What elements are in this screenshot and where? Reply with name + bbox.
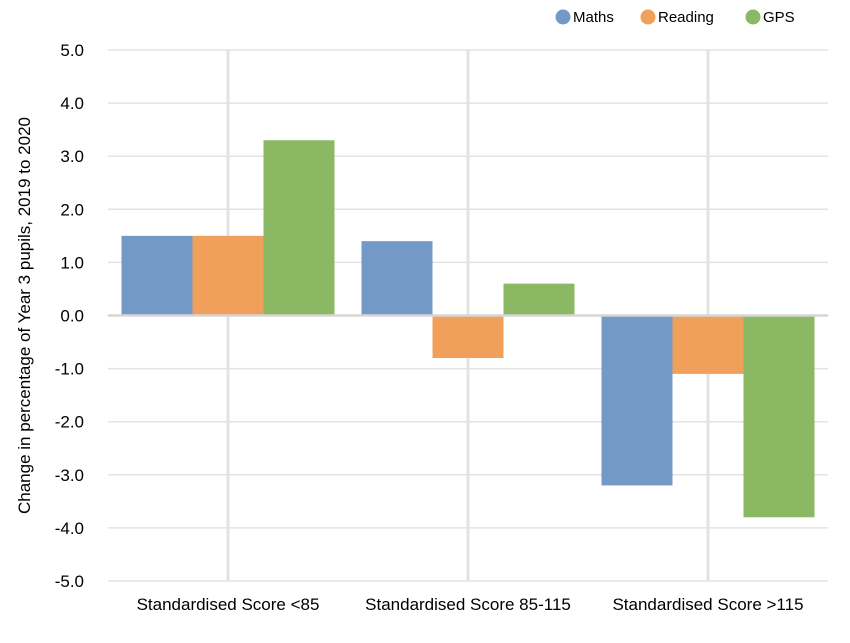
y-tick-label: 0.0 <box>60 307 84 326</box>
y-tick-label: 1.0 <box>60 253 84 272</box>
x-axis-category-labels: Standardised Score <85 Standardised Score… <box>137 595 804 614</box>
x-category-label: Standardised Score >115 <box>612 595 803 614</box>
x-category-label: Standardised Score 85-115 <box>365 595 571 614</box>
y-tick-label: -5.0 <box>55 572 84 591</box>
x-category-label: Standardised Score <85 <box>137 595 320 614</box>
y-axis-title: Change in percentage of Year 3 pupils, 2… <box>15 117 34 514</box>
y-tick-label: 2.0 <box>60 200 84 219</box>
y-tick-label: -4.0 <box>55 519 84 538</box>
bar-maths-1 <box>121 235 193 316</box>
bar-reading-1 <box>192 235 264 316</box>
legend-label-maths: Maths <box>573 9 614 26</box>
y-tick-label: 5.0 <box>60 41 84 60</box>
bar-reading-2 <box>432 315 504 358</box>
legend-label-reading: Reading <box>658 9 714 26</box>
y-tick-label: 4.0 <box>60 94 84 113</box>
bar-gps-2 <box>503 283 575 316</box>
bar-maths-3 <box>601 315 673 486</box>
legend: Maths Reading GPS <box>555 9 795 26</box>
y-tick-label: -2.0 <box>55 413 84 432</box>
y-tick-label: 3.0 <box>60 147 84 166</box>
y-axis-tick-labels: 5.0 4.0 3.0 2.0 1.0 0.0 -1.0 -2.0 -3.0 -4.0 -5.0 <box>55 41 84 591</box>
bar-gps-1 <box>263 140 335 316</box>
y-tick-label: -3.0 <box>55 466 84 485</box>
legend-swatch-maths <box>555 9 571 25</box>
bar-maths-2 <box>361 241 433 316</box>
legend-swatch-reading <box>640 9 656 25</box>
bars <box>121 140 815 518</box>
bar-gps-3 <box>743 315 815 518</box>
legend-label-gps: GPS <box>763 9 795 26</box>
bar-reading-3 <box>672 315 744 374</box>
y-tick-label: -1.0 <box>55 360 84 379</box>
legend-swatch-gps <box>745 9 761 25</box>
